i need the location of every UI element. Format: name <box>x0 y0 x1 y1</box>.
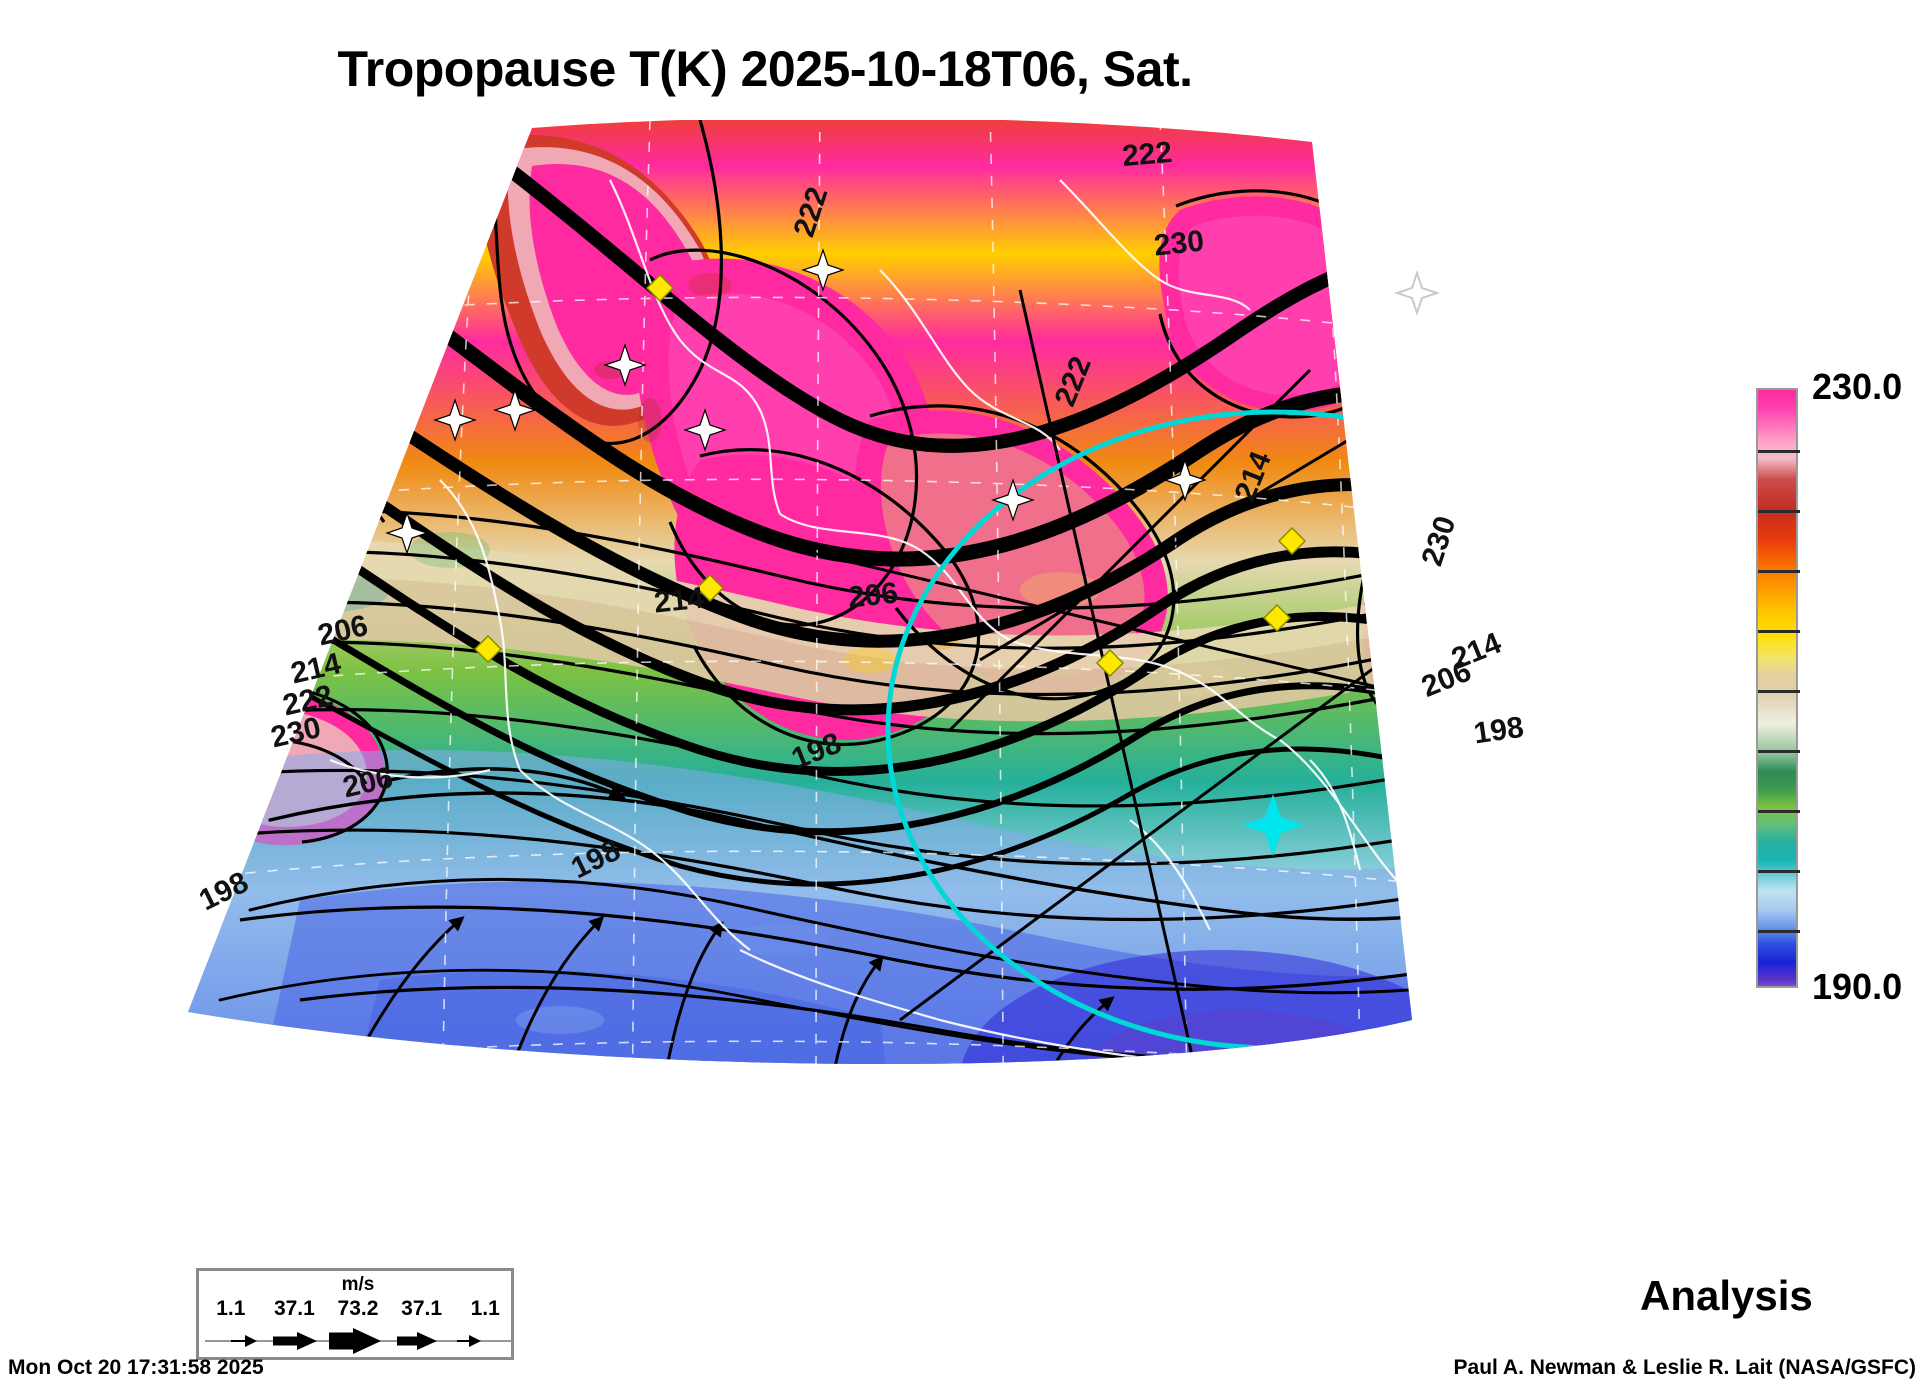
wind-scale-values: 1.1 37.1 73.2 37.1 1.1 <box>199 1297 517 1321</box>
station-markers-star-outside[interactable] <box>1393 269 1441 317</box>
wind-scale-value: 1.1 <box>470 1297 500 1320</box>
map-svg[interactable]: 2222222302222142302062142062142222302062… <box>180 120 1600 1180</box>
contour-label: 206 <box>846 577 899 615</box>
wind-arrow-samples <box>205 1328 511 1354</box>
colorbar-tick <box>1758 690 1800 693</box>
wind-scale-value: 73.2 <box>337 1297 379 1320</box>
wind-units-label: m/s <box>341 1274 375 1295</box>
contour-label: 222 <box>1121 136 1174 173</box>
colorbar-max-label: 230.0 <box>1812 366 1903 407</box>
colorbar-tick <box>1758 930 1800 933</box>
colorbar-tick <box>1758 870 1800 873</box>
colorbar-min-label: 190.0 <box>1812 966 1903 1007</box>
colorbar[interactable]: 230.0 190.0 <box>1756 366 1926 1008</box>
render-timestamp: Mon Oct 20 17:31:58 2025 <box>8 1356 264 1379</box>
map-plot-area[interactable]: 222 222 230 222 214 230 206 214 206 214 222 230 206 2… <box>180 120 1600 1180</box>
colorbar-tick <box>1758 750 1800 753</box>
wind-scale-legend: m/s 1.1 37.1 73.2 37.1 1.1 <box>196 1268 514 1360</box>
coastlines <box>329 179 1412 1065</box>
colorbar-tick <box>1758 450 1800 453</box>
wind-scale-value: 37.1 <box>401 1297 443 1320</box>
colorbar-tick <box>1758 510 1800 513</box>
range-ring-center-star <box>1241 793 1305 857</box>
colorbar-tick <box>1758 570 1800 573</box>
map-field-layer <box>188 120 1412 1065</box>
wind-scale-value: 37.1 <box>273 1297 315 1320</box>
author-credits: Paul A. Newman & Leslie R. Lait (NASA/GS… <box>1453 1356 1916 1379</box>
flight-track-lines <box>799 288 1412 1065</box>
wind-streamlines <box>218 163 1412 1065</box>
colorbar-tick <box>1758 630 1800 633</box>
colorbar-tick <box>1758 810 1800 813</box>
station-markers-diamond[interactable] <box>473 273 1307 678</box>
contour-label: 230 <box>1416 512 1463 570</box>
contour-label: 198 <box>1472 711 1526 751</box>
page-title: Tropopause T(K) 2025-10-18T06, Sat. <box>337 41 1193 97</box>
analysis-label: Analysis <box>1640 1272 1813 1319</box>
contour-label: 230 <box>1152 225 1205 263</box>
contour-label: 214 <box>652 581 706 619</box>
wind-scale-value: 1.1 <box>216 1297 246 1320</box>
colorbar-gradient <box>1756 388 1800 988</box>
